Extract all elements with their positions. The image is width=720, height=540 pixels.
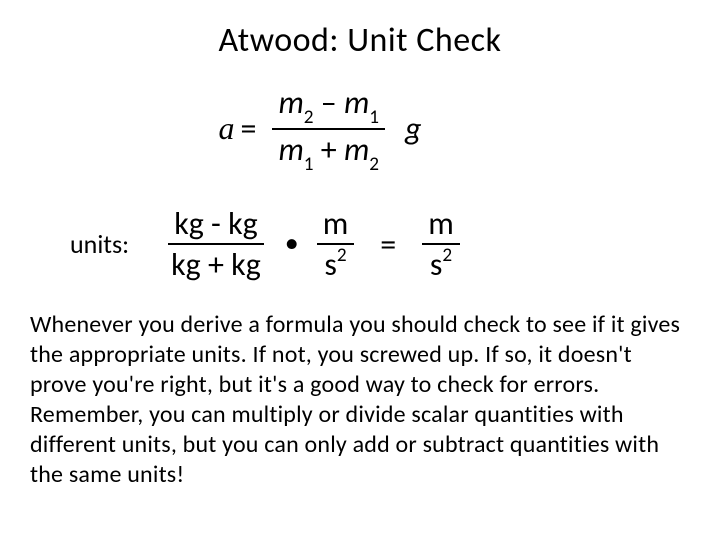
result-fraction: m s2 bbox=[422, 206, 460, 282]
kg-right-den: kg bbox=[231, 245, 261, 284]
kg-denominator: kg + kg bbox=[165, 245, 267, 282]
minus-op: – bbox=[314, 83, 344, 122]
var-m2-den: m bbox=[344, 130, 369, 169]
kg-fraction: kg - kg kg + kg bbox=[165, 206, 267, 282]
kg-left: kg bbox=[174, 204, 204, 243]
m-numerator: m bbox=[317, 206, 355, 245]
kg-minus: - bbox=[204, 204, 228, 243]
units-check-row: units: kg - kg kg + kg • m s2 = m s2 bbox=[70, 206, 690, 282]
var-m2: m bbox=[278, 83, 303, 122]
variable-g: g bbox=[405, 109, 421, 148]
kg-left-den: kg bbox=[171, 245, 201, 284]
s2-denominator: s2 bbox=[318, 245, 352, 282]
s-base: s bbox=[324, 245, 337, 284]
variable-a: a bbox=[219, 110, 235, 147]
explanation-paragraph: Whenever you derive a formula you should… bbox=[30, 310, 690, 490]
result-exp: 2 bbox=[442, 244, 452, 267]
var-m1: m bbox=[344, 83, 369, 122]
fraction-denominator: m1 + m2 bbox=[272, 130, 385, 173]
sub-2-den: 2 bbox=[369, 153, 379, 176]
kg-right: kg bbox=[228, 204, 258, 243]
exp-2: 2 bbox=[337, 244, 347, 267]
fraction-numerator: m2 – m1 bbox=[272, 85, 385, 130]
result-m: m bbox=[422, 206, 460, 245]
kg-numerator: kg - kg bbox=[168, 206, 263, 245]
equals-sign: = bbox=[241, 109, 257, 148]
kg-plus: + bbox=[201, 245, 231, 284]
ms2-fraction: m s2 bbox=[317, 206, 355, 282]
acceleration-formula: a = m2 – m1 m1 + m2 g bbox=[0, 85, 690, 172]
plus-op: + bbox=[314, 130, 344, 169]
result-s: s bbox=[430, 245, 443, 284]
var-m1-den: m bbox=[278, 130, 303, 169]
units-label: units: bbox=[70, 228, 129, 260]
mass-fraction: m2 – m1 m1 + m2 bbox=[272, 85, 385, 172]
multiply-dot: • bbox=[285, 225, 299, 260]
slide-container: Atwood: Unit Check a = m2 – m1 m1 + m2 g… bbox=[0, 0, 720, 510]
sub-1-den: 1 bbox=[304, 153, 314, 176]
equals-result: = bbox=[380, 225, 396, 264]
sub-2: 2 bbox=[304, 106, 314, 129]
result-s2: s2 bbox=[424, 245, 458, 282]
slide-title: Atwood: Unit Check bbox=[30, 20, 690, 61]
sub-1: 1 bbox=[369, 106, 379, 129]
